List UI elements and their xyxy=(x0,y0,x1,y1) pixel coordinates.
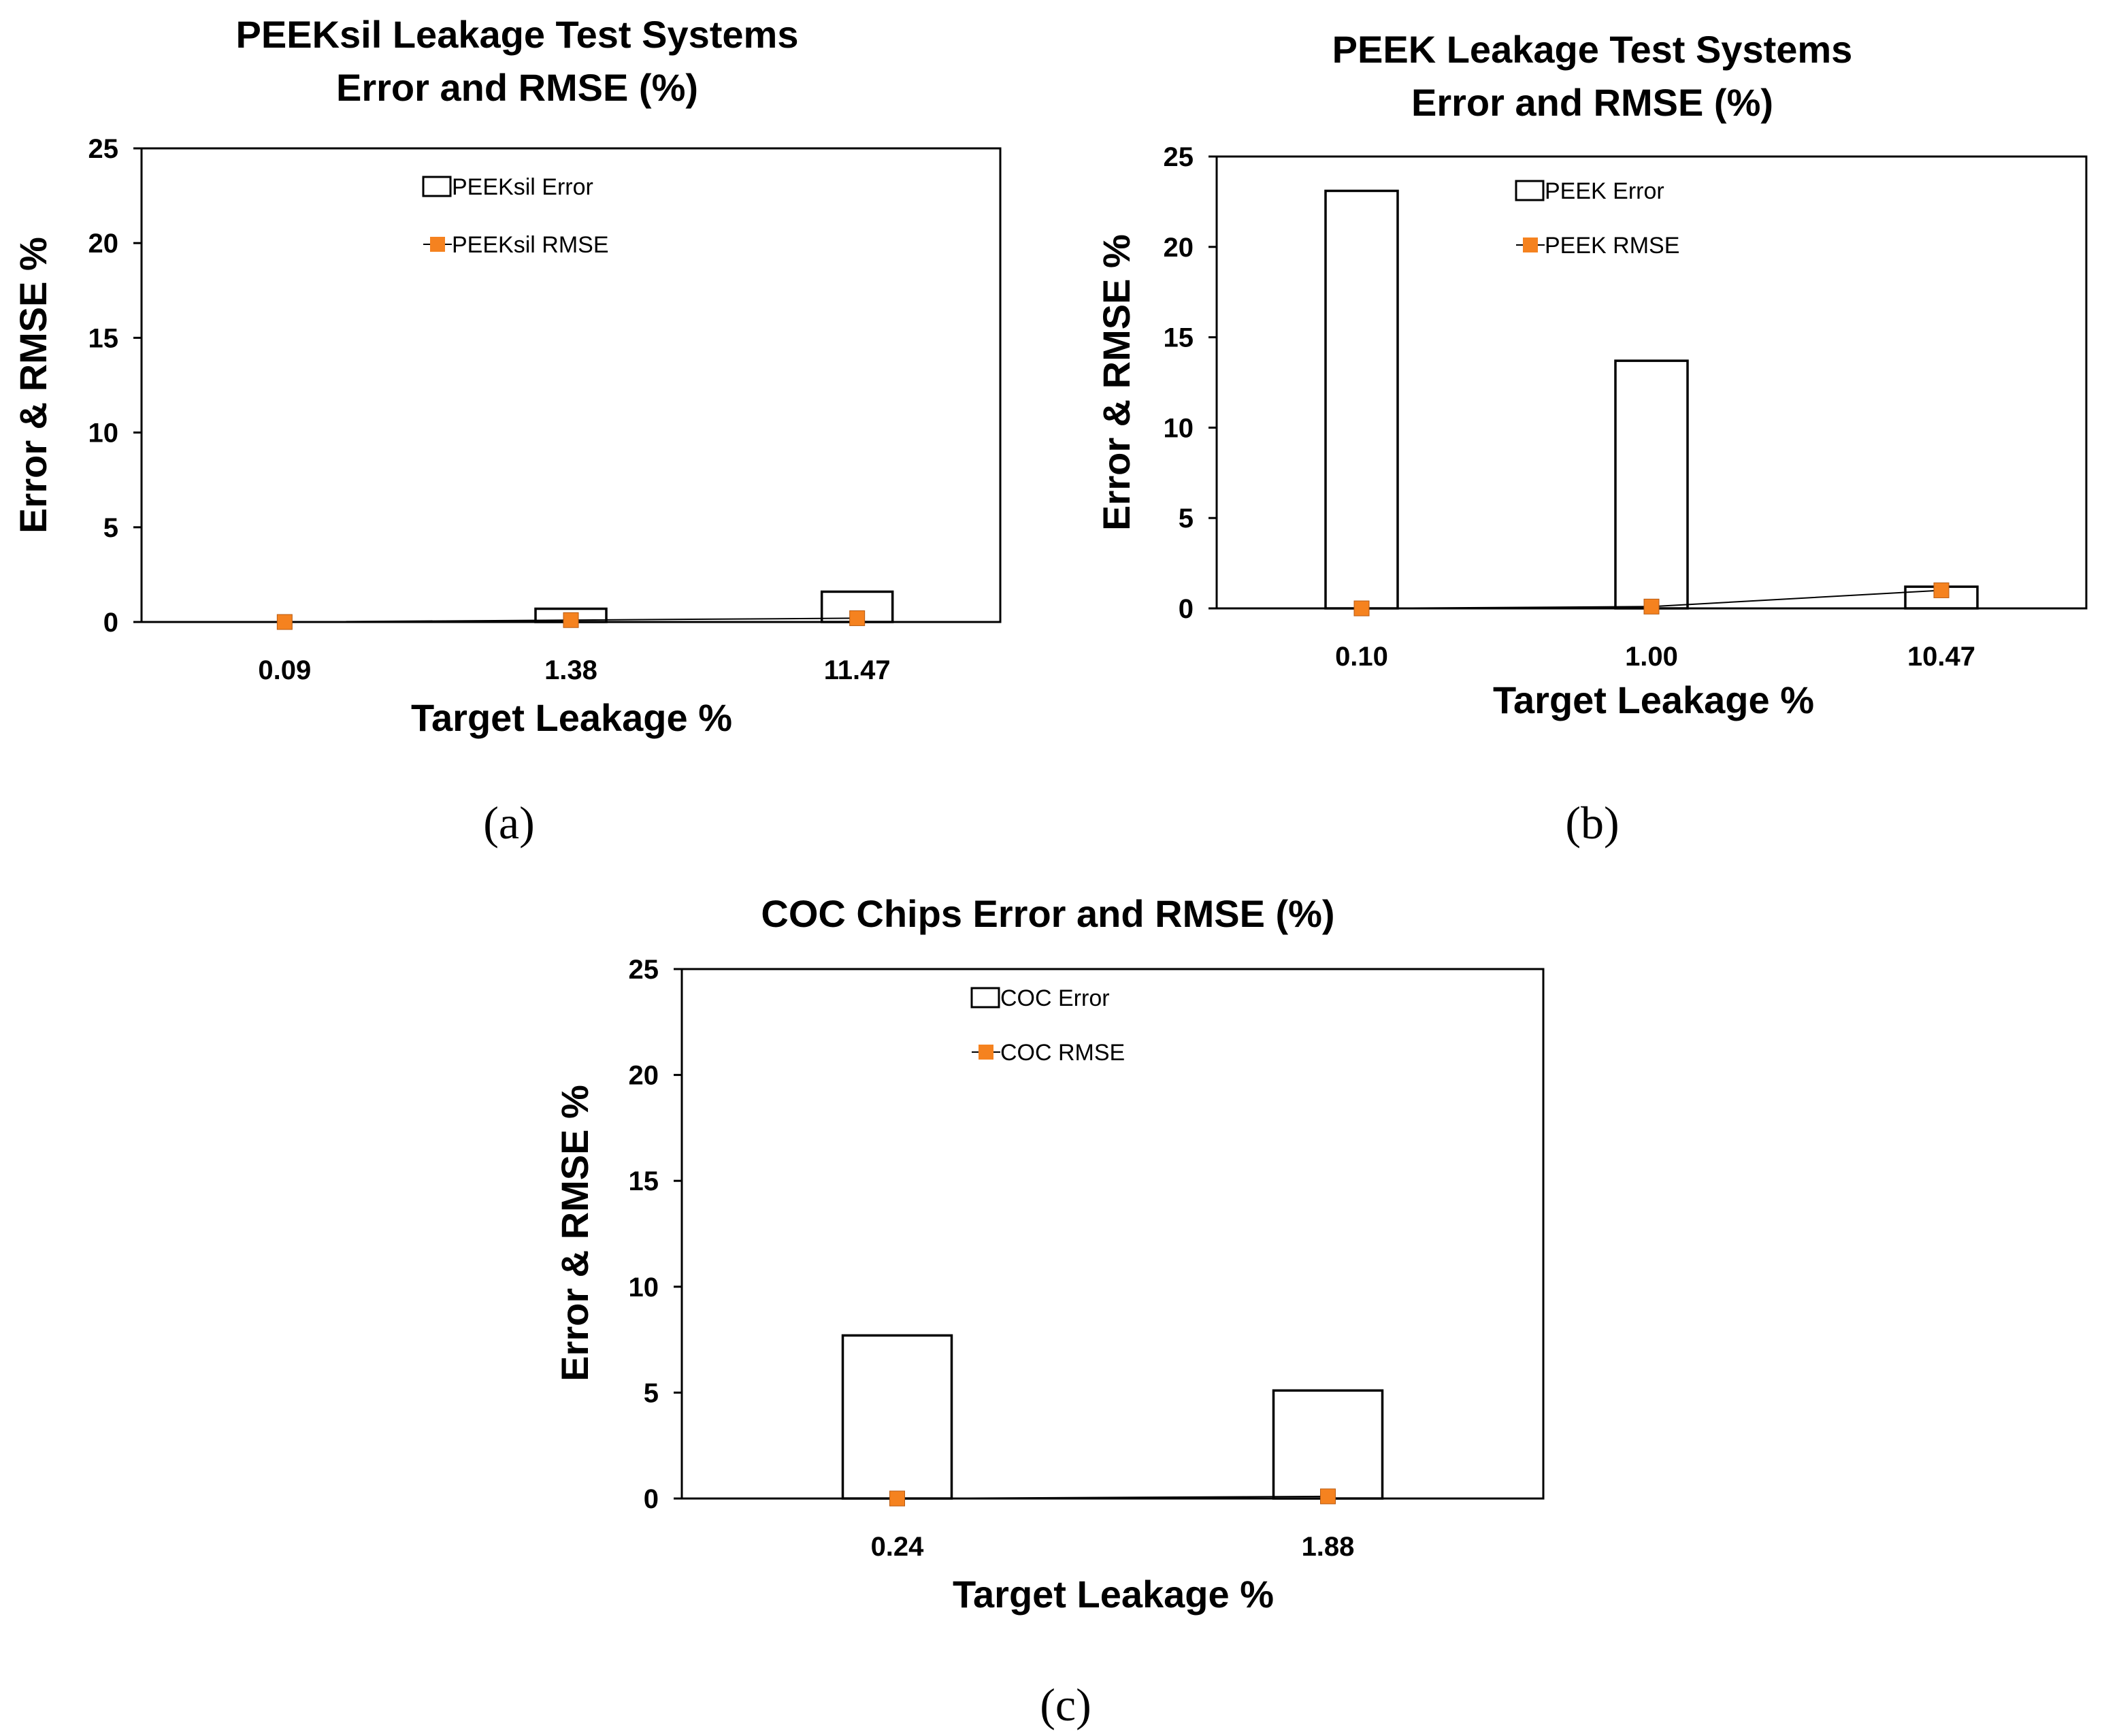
y-tick-label: 15 xyxy=(629,1166,659,1196)
panel-label: (b) xyxy=(1565,797,1619,849)
chart-title-line: PEEKsil Leakage Test Systems xyxy=(236,13,799,56)
legend-marker-swatch xyxy=(979,1045,993,1060)
legend-label-rmse: PEEKsil RMSE xyxy=(452,232,609,258)
legend-label-rmse: PEEK RMSE xyxy=(1545,233,1679,259)
x-tick-label: 11.47 xyxy=(824,655,891,685)
chart-title-line: COC Chips Error and RMSE (%) xyxy=(761,892,1334,935)
y-tick-label: 25 xyxy=(1164,142,1194,172)
rmse-point-1 xyxy=(276,614,293,630)
chart-legend: PEEKsil Error PEEKsil RMSE xyxy=(422,174,609,258)
y-tick-label: 0 xyxy=(103,608,118,638)
y-tick-label: 20 xyxy=(1164,233,1194,263)
y-tick-label: 10 xyxy=(88,419,119,448)
y-tick-label: 5 xyxy=(644,1378,659,1408)
y-tick-label: 25 xyxy=(88,134,119,164)
y-tick-label: 15 xyxy=(1164,323,1194,353)
x-axis-label: Target Leakage % xyxy=(953,1573,1274,1616)
x-axis-label: Target Leakage % xyxy=(411,696,732,739)
rmse-point-2 xyxy=(1320,1488,1336,1505)
x-axis-label: Target Leakage % xyxy=(1493,678,1814,721)
panel-label: (a) xyxy=(483,797,534,849)
y-tick-label: 0 xyxy=(644,1484,659,1514)
x-tick-label: 1.00 xyxy=(1625,642,1678,672)
rmse-point-2 xyxy=(1643,598,1660,615)
y-axis-label: Error & RMSE % xyxy=(553,1085,596,1381)
chart-legend: COC Error COC RMSE xyxy=(970,985,1125,1066)
bar-error-2 xyxy=(1614,359,1689,610)
legend-label-error: COC Error xyxy=(1000,985,1110,1011)
x-tick-label: 0.24 xyxy=(871,1532,925,1562)
legend-bar-swatch xyxy=(1515,180,1545,201)
y-tick-label: 5 xyxy=(1179,504,1194,534)
y-tick-label: 10 xyxy=(629,1273,659,1303)
y-tick-label: 15 xyxy=(88,323,119,353)
legend-label-rmse: COC RMSE xyxy=(1000,1040,1125,1066)
legend-label-error: PEEKsil Error xyxy=(452,174,593,200)
y-tick-label: 10 xyxy=(1164,413,1194,443)
legend-marker-swatch xyxy=(1523,238,1538,252)
bar-error-2 xyxy=(1272,1389,1384,1500)
y-tick-label: 20 xyxy=(629,1061,659,1091)
y-axis-label: Error & RMSE % xyxy=(12,237,54,534)
y-tick-label: 5 xyxy=(103,513,118,543)
rmse-point-3 xyxy=(1933,582,1950,598)
rmse-point-2 xyxy=(563,612,579,628)
legend-marker-swatch xyxy=(430,237,445,252)
y-axis-label: Error & RMSE % xyxy=(1095,234,1138,531)
bar-error-1 xyxy=(1324,189,1399,610)
legend-label-error: PEEK Error xyxy=(1545,178,1664,204)
rmse-point-1 xyxy=(889,1490,905,1507)
chart-legend: PEEK Error PEEK RMSE xyxy=(1515,178,1679,259)
rmse-point-3 xyxy=(849,610,866,626)
legend-bar-swatch xyxy=(422,176,452,197)
x-tick-label: 0.10 xyxy=(1335,642,1388,672)
x-tick-label: 1.88 xyxy=(1302,1532,1355,1562)
chart-title-line: PEEK Leakage Test Systems xyxy=(1332,28,1853,71)
bar-error-1 xyxy=(841,1334,953,1500)
rmse-point-1 xyxy=(1353,600,1370,617)
y-tick-label: 0 xyxy=(1179,594,1194,624)
chart-panel-1: PEEKsil Leakage Test Systems Error and RM… xyxy=(12,13,1002,849)
chart-panel-3: COC Chips Error and RMSE (%) 0 5 10 15 20 25 0.… xyxy=(553,892,1545,1731)
legend-bar-swatch xyxy=(970,987,1000,1009)
x-tick-label: 10.47 xyxy=(1907,642,1975,672)
plot-frame xyxy=(680,968,1545,1500)
y-tick-label: 25 xyxy=(629,955,659,985)
chart-title-line: Error and RMSE (%) xyxy=(336,66,698,109)
x-tick-label: 1.38 xyxy=(544,655,597,685)
y-tick-label: 20 xyxy=(88,229,119,259)
rmse-series-line xyxy=(897,1495,1328,1499)
x-tick-label: 0.09 xyxy=(258,655,311,685)
chart-title-line: Error and RMSE (%) xyxy=(1411,81,1773,124)
panel-label: (c) xyxy=(1040,1679,1091,1731)
plot-frame xyxy=(140,147,1002,623)
chart-panel-2: PEEK Leakage Test Systems Error and RMSE … xyxy=(1095,28,2088,849)
